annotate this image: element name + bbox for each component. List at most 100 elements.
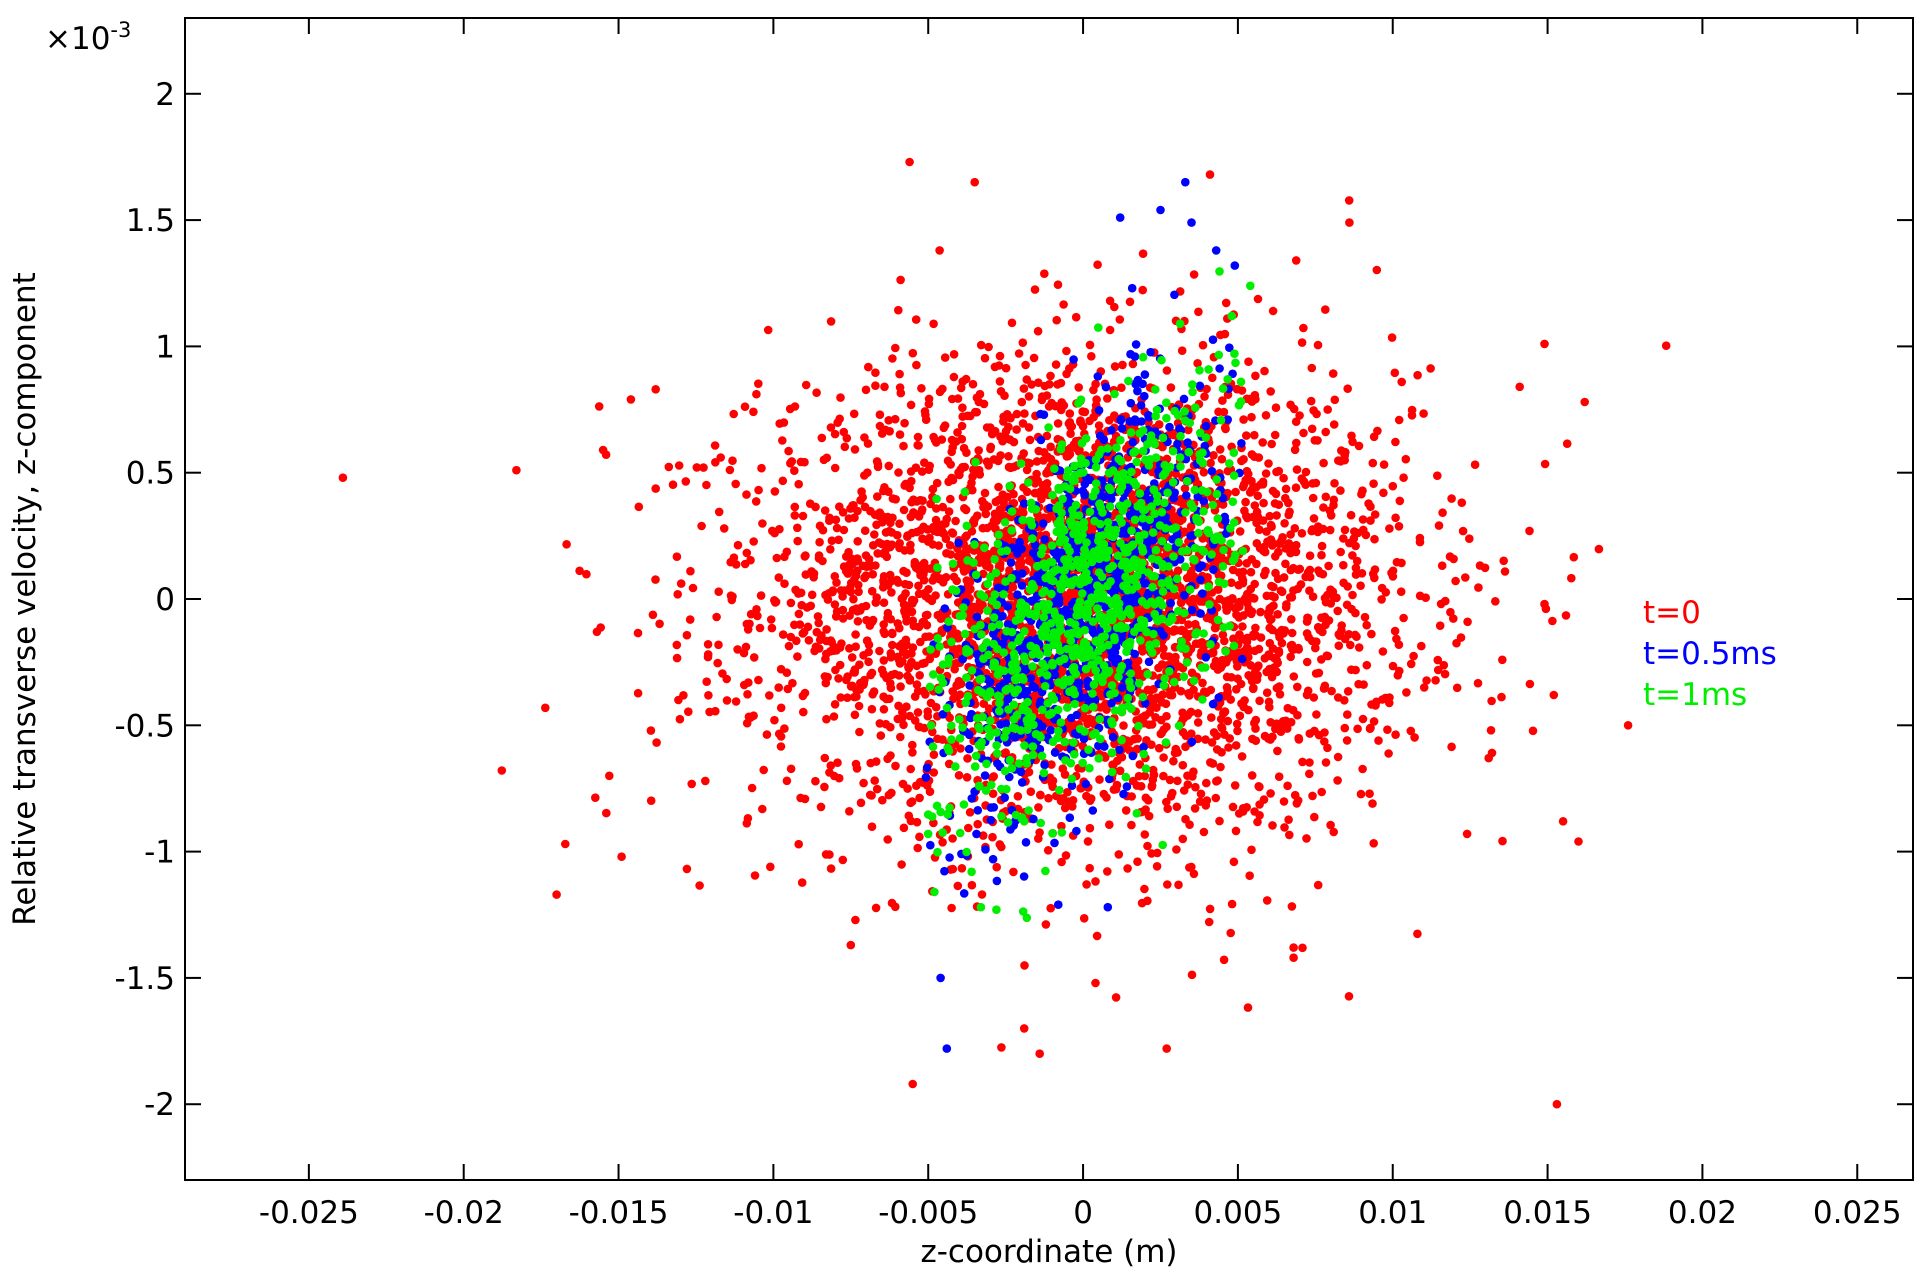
series-1-point [1181, 177, 1190, 187]
series-0-point [1366, 723, 1375, 733]
series-1-point [1179, 394, 1189, 404]
series-0-point [1498, 655, 1507, 665]
series-0-point [1193, 709, 1203, 718]
series-0-point [1179, 786, 1189, 795]
series-0-point [899, 441, 908, 451]
series-0-point [1290, 445, 1300, 455]
series-0-point [803, 622, 813, 632]
series-0-point [1580, 397, 1589, 407]
series-0-point [953, 881, 963, 891]
series-0-point [898, 657, 907, 666]
series-0-point [1198, 340, 1208, 350]
series-1-point [985, 677, 995, 687]
series-0-point [1014, 559, 1024, 569]
series-0-point [1397, 377, 1406, 387]
series-0-point [1174, 880, 1183, 890]
series-0-point [995, 377, 1005, 386]
series-1-point [1069, 355, 1078, 364]
series-0-point [1317, 787, 1326, 797]
series-0-point [512, 465, 521, 475]
series-0-point [833, 758, 842, 767]
series-0-point [832, 523, 842, 533]
series-0-point [1221, 298, 1231, 308]
series-0-point [1271, 724, 1280, 734]
series-0-point [1452, 683, 1462, 693]
series-0-point [849, 501, 858, 510]
series-1-point [1208, 699, 1218, 709]
series-0-point [1326, 585, 1335, 594]
series-0-point [938, 838, 947, 847]
series-0-point [1279, 473, 1288, 483]
series-0-point [904, 811, 914, 821]
series-0-point [1032, 469, 1041, 479]
series-0-point [1402, 688, 1411, 697]
series-0-point [891, 495, 900, 504]
series-0-point [858, 493, 867, 502]
series-0-point [784, 641, 794, 651]
series-0-point [731, 479, 740, 489]
series-0-point [1238, 482, 1248, 492]
series-0-point [1302, 834, 1311, 843]
series-0-point [1043, 452, 1052, 462]
series-0-point [780, 579, 789, 588]
series-0-point [1211, 793, 1221, 803]
series-0-point [552, 890, 561, 899]
series-0-point [868, 690, 877, 699]
series-0-point [1260, 654, 1270, 663]
series-0-point [1321, 492, 1331, 502]
series-0-point [768, 526, 777, 536]
series-0-point [1190, 804, 1200, 813]
series-1-point [1065, 813, 1075, 822]
series-0-point [838, 855, 848, 865]
series-0-point [1012, 425, 1021, 434]
series-0-point [1266, 520, 1276, 530]
series-0-point [873, 462, 883, 472]
series-0-point [1065, 409, 1075, 418]
series-0-point [1377, 595, 1386, 604]
series-0-point [1092, 931, 1102, 941]
series-0-point [1387, 333, 1397, 342]
series-0-point [1356, 581, 1365, 590]
series-0-point [1324, 561, 1333, 571]
series-0-point [798, 511, 808, 521]
series-1-point [1079, 734, 1089, 744]
series-0-point [980, 353, 990, 363]
series-0-point [1289, 943, 1298, 952]
series-1-point [973, 806, 983, 815]
series-0-point [1196, 789, 1206, 799]
series-0-point [916, 637, 925, 647]
series-0-point [800, 794, 810, 804]
series-0-point [1165, 690, 1175, 700]
series-0-point [1419, 409, 1428, 418]
series-0-point [1339, 560, 1348, 570]
series-0-point [945, 541, 955, 550]
series-0-point [987, 521, 996, 530]
series-0-point [1274, 466, 1284, 476]
series-0-point [1247, 845, 1256, 855]
series-0-point [990, 509, 1000, 519]
series-0-point [1321, 305, 1330, 314]
series-0-point [860, 502, 870, 512]
series-0-point [1540, 339, 1549, 349]
series-0-point [1047, 760, 1056, 769]
series-0-point [1273, 658, 1282, 668]
series-0-point [1255, 811, 1264, 820]
series-0-point [862, 636, 872, 645]
series-0-point [770, 715, 779, 725]
series-2-point [925, 682, 935, 692]
series-2-point [1070, 750, 1079, 759]
series-0-point [934, 541, 943, 550]
series-1-point [1038, 722, 1047, 731]
series-1-point [986, 803, 996, 812]
series-0-point [1205, 904, 1215, 914]
series-0-point [1091, 978, 1100, 988]
series-0-point [1399, 473, 1408, 483]
series-0-point [1364, 499, 1373, 508]
series-1-point [954, 538, 963, 548]
series-0-point [1225, 734, 1234, 743]
series-0-point [978, 523, 988, 533]
series-0-point [1445, 552, 1455, 561]
series-0-point [1250, 390, 1260, 400]
series-0-point [838, 614, 848, 623]
series-0-point [1274, 646, 1284, 656]
